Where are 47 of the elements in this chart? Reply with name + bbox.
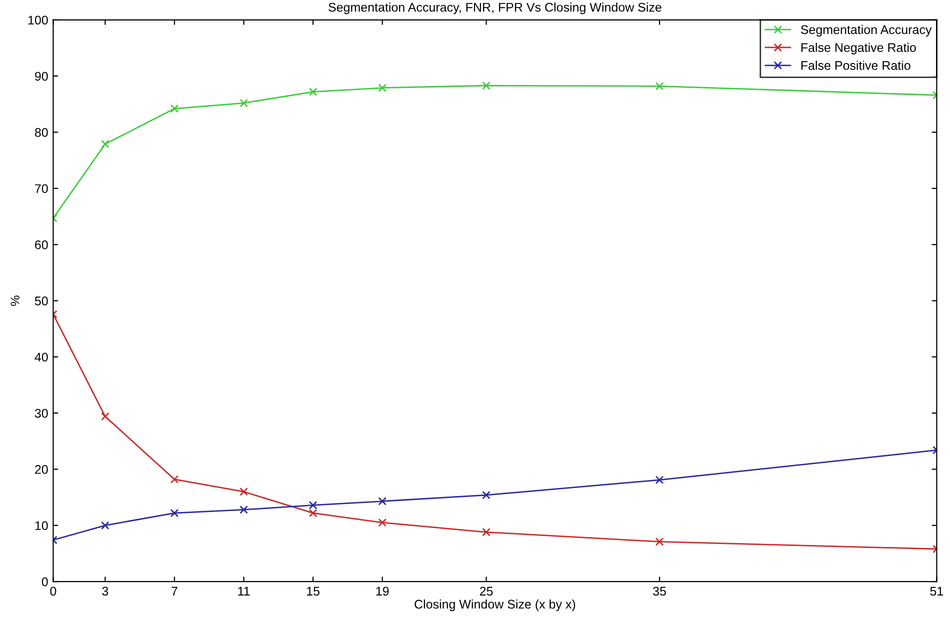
chart-title: Segmentation Accuracy, FNR, FPR Vs Closing Window Size: [328, 2, 662, 14]
point: [101, 521, 110, 530]
point: [101, 412, 110, 421]
point: [308, 508, 318, 518]
x-tick-label: 11: [238, 586, 250, 596]
x-tick-label: 3: [102, 586, 108, 596]
y-tick-label: 0: [42, 577, 48, 586]
x-tick-label: 15: [307, 586, 320, 596]
y-tick-label: 70: [35, 184, 48, 194]
x-axis-title: Closing Window Size (x by x): [414, 599, 576, 612]
point: [308, 501, 318, 510]
y-tick-label: 50: [34, 296, 48, 306]
point: [482, 528, 490, 536]
y-tick-label: 30: [34, 408, 48, 418]
point: [655, 538, 664, 546]
point: [482, 81, 490, 90]
x-tick-label: 35: [653, 586, 666, 596]
x-tick-label: 0: [50, 586, 56, 596]
point: [378, 518, 387, 527]
y-tick-label: 60: [35, 240, 48, 250]
point: [378, 497, 387, 506]
y-tick-label: 100: [28, 16, 48, 25]
point: [170, 508, 179, 518]
y-tick-label: 20: [35, 465, 48, 474]
y-tick-label: 40: [34, 352, 48, 362]
point: [101, 140, 110, 148]
point: [170, 104, 179, 113]
point: [240, 506, 248, 514]
x-tick-label: 51: [930, 586, 944, 596]
point: [655, 476, 664, 484]
point: [308, 88, 318, 96]
y-axis-title: %: [10, 296, 20, 306]
point: [170, 475, 179, 484]
legend-label: False Negative Ratio: [801, 42, 916, 54]
point: [655, 82, 664, 90]
x-tick-label: 19: [376, 586, 389, 596]
y-tick-label: 80: [34, 128, 48, 137]
point: [240, 488, 248, 496]
point: [482, 490, 490, 500]
point: [378, 84, 387, 92]
point: [240, 98, 248, 108]
legend-label: Segmentation Accuracy: [800, 24, 932, 37]
x-tick-label: 7: [172, 586, 178, 596]
x-tick-label: 25: [480, 586, 493, 596]
y-tick-label: 10: [35, 521, 48, 530]
y-tick-label: 90: [35, 72, 48, 81]
legend-label: False Positive Ratio: [801, 60, 910, 70]
